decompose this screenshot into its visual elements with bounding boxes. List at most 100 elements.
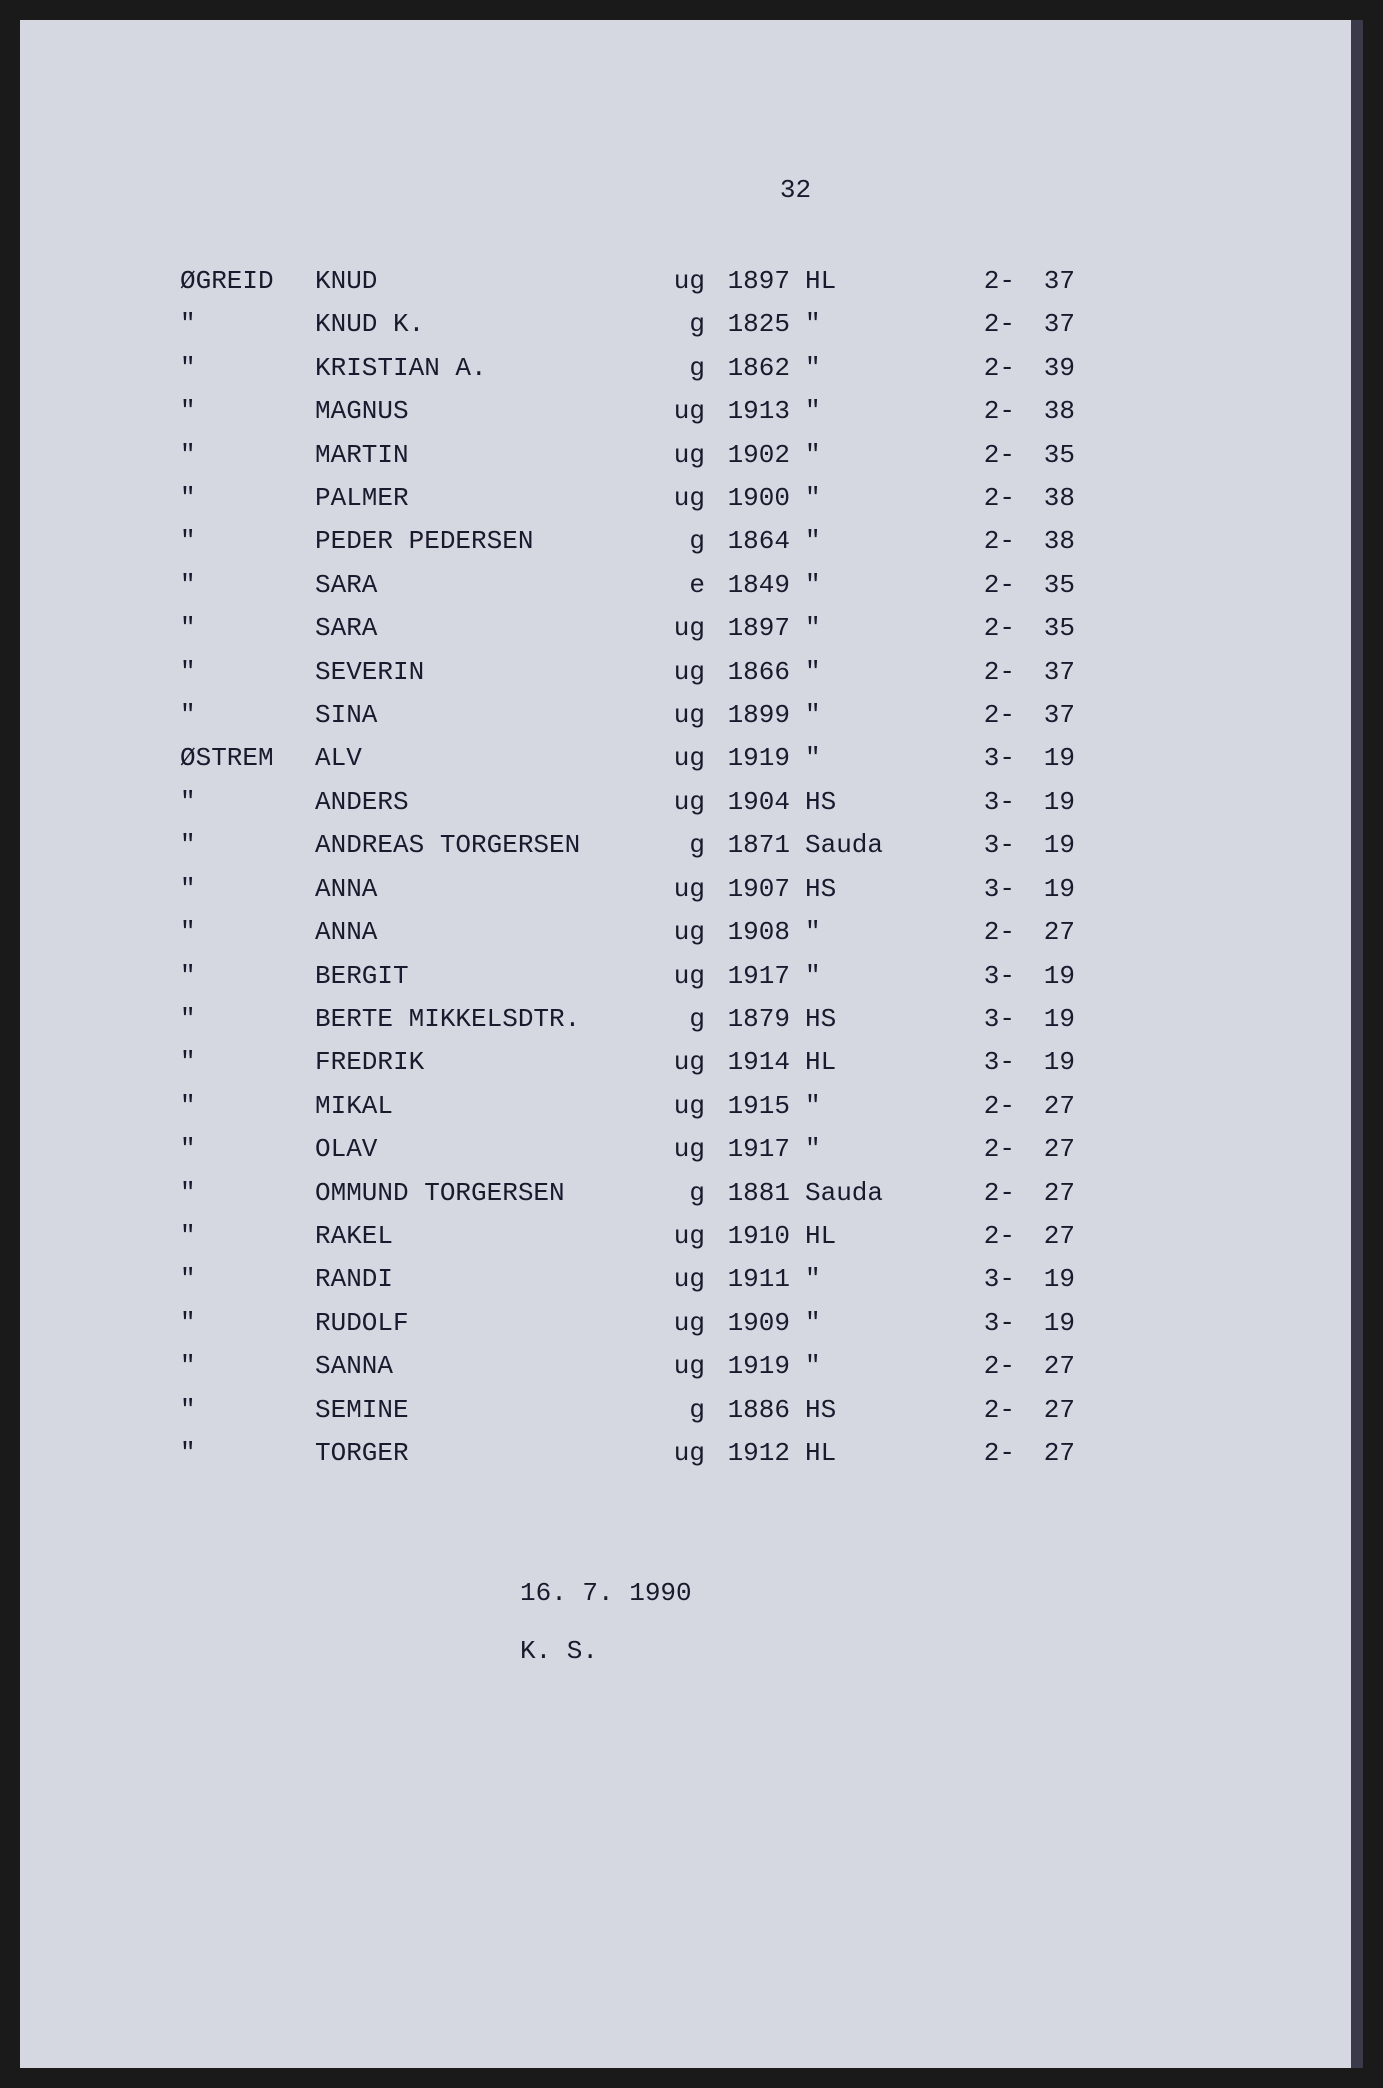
- table-row: "PALMERug1900"2-38: [180, 477, 1211, 520]
- status-cell: ug: [655, 1345, 705, 1388]
- surname-cell: ": [180, 868, 315, 911]
- name-cell: SARA: [315, 607, 655, 650]
- year-cell: 1879: [705, 998, 790, 1041]
- place-cell: HL: [790, 1041, 900, 1084]
- status-cell: ug: [655, 1302, 705, 1345]
- name-cell: SINA: [315, 694, 655, 737]
- status-cell: g: [655, 1172, 705, 1215]
- status-cell: g: [655, 1389, 705, 1432]
- surname-cell: ": [180, 477, 315, 520]
- place-cell: ": [790, 303, 900, 346]
- status-cell: g: [655, 303, 705, 346]
- place-cell: ": [790, 1302, 900, 1345]
- status-cell: ug: [655, 390, 705, 433]
- surname-cell: ": [180, 564, 315, 607]
- name-cell: SARA: [315, 564, 655, 607]
- year-cell: 1849: [705, 564, 790, 607]
- footer-initials: K. S.: [520, 1623, 1211, 1680]
- surname-cell: ": [180, 911, 315, 954]
- surname-cell: ": [180, 1215, 315, 1258]
- name-cell: SEMINE: [315, 1389, 655, 1432]
- year-cell: 1899: [705, 694, 790, 737]
- table-row: "ANNAug1908"2-27: [180, 911, 1211, 954]
- table-row: "MARTINug1902"2-35: [180, 434, 1211, 477]
- ref2-cell: 19: [1015, 824, 1075, 867]
- name-cell: PEDER PEDERSEN: [315, 520, 655, 563]
- ref1-cell: 3-: [900, 1041, 1015, 1084]
- year-cell: 1900: [705, 477, 790, 520]
- document-footer: 16. 7. 1990 K. S.: [520, 1565, 1211, 1679]
- surname-cell: ": [180, 651, 315, 694]
- table-row: ØSTREMALVug1919"3-19: [180, 737, 1211, 780]
- year-cell: 1919: [705, 737, 790, 780]
- year-cell: 1909: [705, 1302, 790, 1345]
- page-number: 32: [380, 175, 1211, 205]
- ref2-cell: 27: [1015, 1432, 1075, 1475]
- surname-cell: ": [180, 607, 315, 650]
- ref2-cell: 35: [1015, 564, 1075, 607]
- ref2-cell: 19: [1015, 1041, 1075, 1084]
- ref2-cell: 38: [1015, 390, 1075, 433]
- table-row: "ANDREAS TORGERSENg1871Sauda3-19: [180, 824, 1211, 867]
- status-cell: ug: [655, 1432, 705, 1475]
- status-cell: ug: [655, 260, 705, 303]
- table-row: "ANDERSug1904HS3-19: [180, 781, 1211, 824]
- place-cell: ": [790, 737, 900, 780]
- place-cell: ": [790, 607, 900, 650]
- year-cell: 1910: [705, 1215, 790, 1258]
- year-cell: 1904: [705, 781, 790, 824]
- ref1-cell: 2-: [900, 1172, 1015, 1215]
- name-cell: MAGNUS: [315, 390, 655, 433]
- surname-cell: ": [180, 1172, 315, 1215]
- place-cell: HS: [790, 1389, 900, 1432]
- status-cell: ug: [655, 607, 705, 650]
- place-cell: ": [790, 694, 900, 737]
- ref1-cell: 2-: [900, 477, 1015, 520]
- surname-cell: ": [180, 303, 315, 346]
- surname-cell: ": [180, 955, 315, 998]
- ref2-cell: 19: [1015, 1258, 1075, 1301]
- table-row: "FREDRIKug1914HL3-19: [180, 1041, 1211, 1084]
- status-cell: ug: [655, 868, 705, 911]
- year-cell: 1871: [705, 824, 790, 867]
- surname-cell: ": [180, 1085, 315, 1128]
- place-cell: ": [790, 955, 900, 998]
- year-cell: 1862: [705, 347, 790, 390]
- name-cell: RUDOLF: [315, 1302, 655, 1345]
- ref1-cell: 3-: [900, 868, 1015, 911]
- place-cell: ": [790, 1345, 900, 1388]
- status-cell: e: [655, 564, 705, 607]
- surname-cell: ": [180, 1302, 315, 1345]
- place-cell: ": [790, 651, 900, 694]
- ref2-cell: 27: [1015, 1389, 1075, 1432]
- ref1-cell: 2-: [900, 911, 1015, 954]
- table-row: "MIKALug1915"2-27: [180, 1085, 1211, 1128]
- status-cell: ug: [655, 1258, 705, 1301]
- table-row: "ANNAug1907HS3-19: [180, 868, 1211, 911]
- year-cell: 1908: [705, 911, 790, 954]
- name-cell: ANNA: [315, 868, 655, 911]
- year-cell: 1864: [705, 520, 790, 563]
- ref1-cell: 2-: [900, 1389, 1015, 1432]
- ref2-cell: 37: [1015, 260, 1075, 303]
- records-table: ØGREIDKNUDug1897HL2-37"KNUD K.g1825"2-37…: [180, 260, 1211, 1475]
- name-cell: OLAV: [315, 1128, 655, 1171]
- ref2-cell: 19: [1015, 955, 1075, 998]
- name-cell: ANDREAS TORGERSEN: [315, 824, 655, 867]
- year-cell: 1917: [705, 1128, 790, 1171]
- surname-cell: ": [180, 1128, 315, 1171]
- place-cell: ": [790, 564, 900, 607]
- ref1-cell: 2-: [900, 1128, 1015, 1171]
- year-cell: 1917: [705, 955, 790, 998]
- name-cell: RANDI: [315, 1258, 655, 1301]
- place-cell: HS: [790, 781, 900, 824]
- ref2-cell: 27: [1015, 1215, 1075, 1258]
- place-cell: ": [790, 1258, 900, 1301]
- status-cell: g: [655, 347, 705, 390]
- year-cell: 1881: [705, 1172, 790, 1215]
- status-cell: ug: [655, 1085, 705, 1128]
- year-cell: 1919: [705, 1345, 790, 1388]
- table-row: "RUDOLFug1909"3-19: [180, 1302, 1211, 1345]
- footer-date: 16. 7. 1990: [520, 1565, 1211, 1622]
- name-cell: ALV: [315, 737, 655, 780]
